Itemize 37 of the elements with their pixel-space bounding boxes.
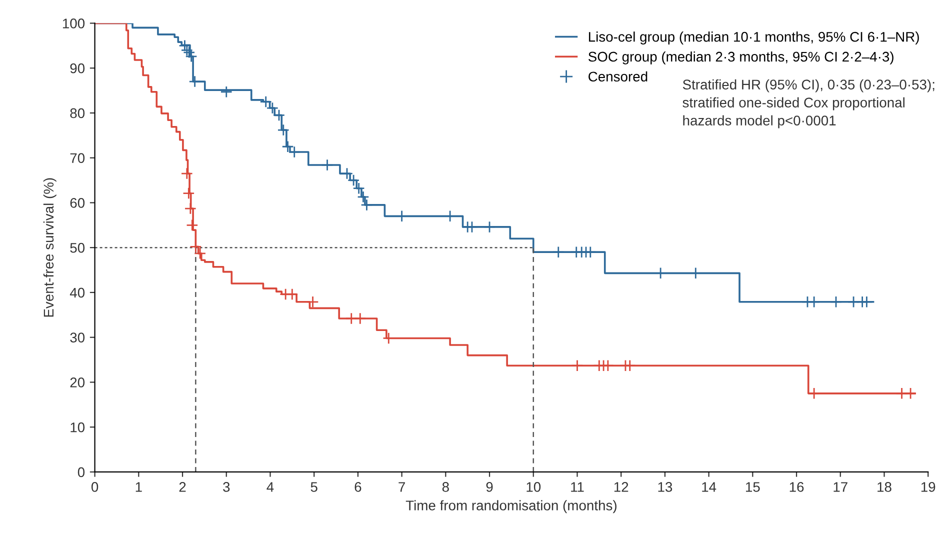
x-tick-label: 19 xyxy=(921,482,936,492)
x-tick-label: 13 xyxy=(658,482,672,492)
x-tick-label: 3 xyxy=(223,482,230,492)
x-tick-label: 16 xyxy=(790,482,804,492)
x-tick-label: 17 xyxy=(834,482,848,492)
y-tick-label: 80 xyxy=(70,108,85,118)
x-tick-label: 14 xyxy=(702,482,716,492)
y-tick-label: 70 xyxy=(70,153,85,164)
y-tick-label: 100 xyxy=(62,18,85,28)
y-tick-label: 40 xyxy=(70,288,85,298)
x-tick-label: 8 xyxy=(442,482,449,492)
x-tick-label: 2 xyxy=(179,482,186,492)
x-tick-label: 11 xyxy=(571,482,584,492)
x-tick-label: 7 xyxy=(398,482,405,492)
legend-label: Liso-cel group (median 10·1 months, 95% CI 6·1–NR) xyxy=(588,32,919,44)
x-tick-label: 0 xyxy=(91,482,98,492)
y-tick-label: 10 xyxy=(70,422,85,432)
y-tick-label: 50 xyxy=(70,242,85,253)
x-tick-label: 5 xyxy=(310,482,318,492)
y-tick-label: 20 xyxy=(70,378,85,388)
y-tick-label: 60 xyxy=(70,198,85,208)
legend-label: SOC group (median 2·3 months, 95% CI 2·2–4·3) xyxy=(588,51,894,64)
x-tick-label: 10 xyxy=(526,482,541,492)
y-tick-label: 0 xyxy=(78,467,85,478)
y-tick-label: 30 xyxy=(70,332,85,343)
x-tick-label: 18 xyxy=(878,482,892,492)
y-tick-label: 90 xyxy=(70,63,85,74)
x-tick-label: 4 xyxy=(266,482,274,492)
y-axis-title: Event-free survival (%) xyxy=(43,178,56,317)
x-tick-label: 6 xyxy=(354,482,362,492)
x-axis-title: Time from randomisation (months) xyxy=(406,500,616,514)
x-tick-label: 9 xyxy=(486,482,493,492)
x-tick-label: 1 xyxy=(136,482,142,492)
x-tick-label: 15 xyxy=(746,482,760,492)
annotation: Stratified HR (95% CI), 0·35 (0·23–0·53); stratified one-sided Cox proportional hazards model p<0·0001 xyxy=(682,79,934,128)
x-tick-label: 12 xyxy=(614,482,628,492)
legend-label: Censored xyxy=(588,71,648,82)
